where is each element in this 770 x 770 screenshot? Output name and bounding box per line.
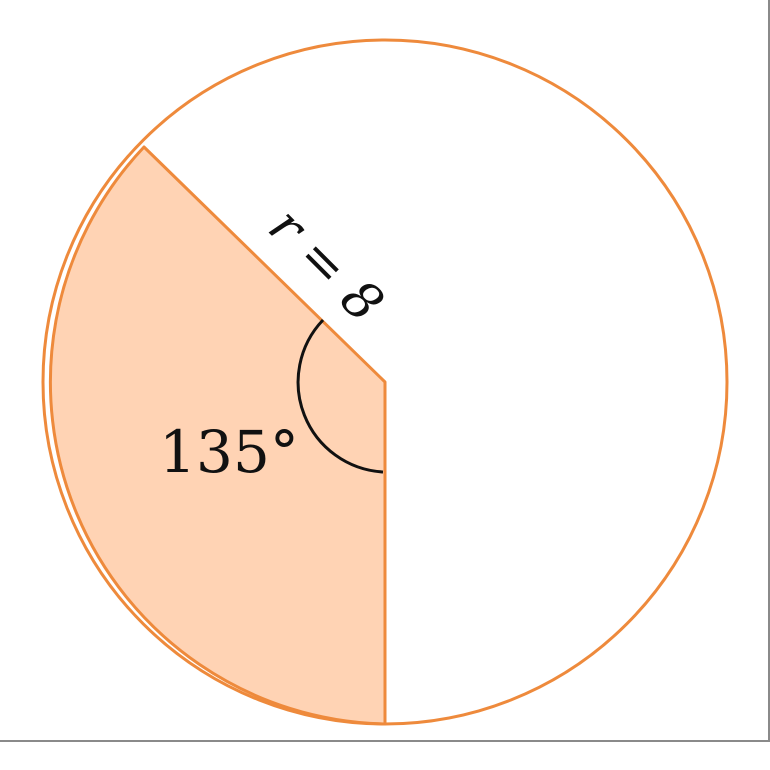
image-frame (0, 0, 770, 742)
angle-label: 135° (159, 418, 299, 486)
angle-arc (296, 318, 384, 474)
shaded-sector (48, 145, 387, 726)
circle-outline (41, 38, 729, 726)
radius-label-background (252, 192, 395, 335)
